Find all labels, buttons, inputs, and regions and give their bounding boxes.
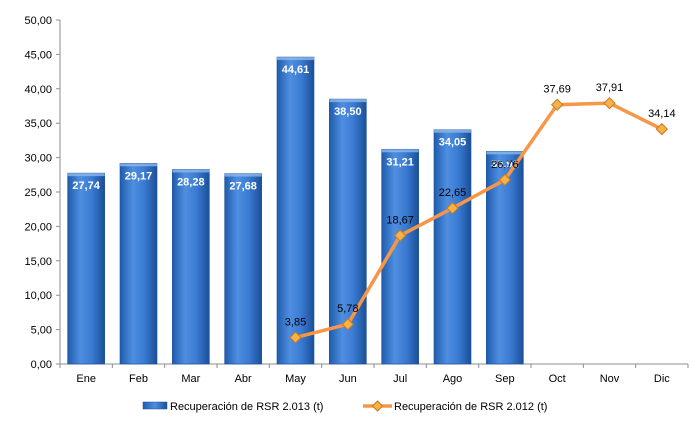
y-tick-label: 35,00: [24, 118, 52, 130]
legend: Recuperación de RSR 2.013 (t) Recuperació…: [142, 400, 547, 413]
y-tick-label: 15,00: [24, 256, 52, 268]
y-tick-label: 30,00: [24, 153, 52, 165]
bar-data-label: 34,05: [439, 137, 467, 149]
bar: [381, 148, 419, 365]
bar-top-highlight: [329, 99, 367, 103]
line-data-label: 37,91: [596, 82, 624, 94]
y-tick-label: 20,00: [24, 221, 52, 233]
legend-bar-label: Recuperación de RSR 2.013 (t): [170, 401, 323, 413]
line-point: [289, 331, 302, 344]
y-tick-label: 25,00: [24, 187, 52, 199]
bar-top-highlight: [67, 173, 105, 177]
x-tick-label: Mar: [181, 373, 200, 385]
line-point: [550, 98, 564, 111]
bar-data-label: 38,50: [334, 106, 362, 118]
x-tick-label: Sep: [495, 373, 515, 385]
bar-top-highlight: [120, 163, 157, 167]
y-tick-label: 10,00: [24, 290, 52, 302]
line-data-label: 22,65: [439, 187, 467, 199]
bar-data-label: 31,21: [386, 156, 414, 168]
x-tick-label: Ene: [76, 373, 96, 385]
line-data-label: 5,78: [337, 303, 358, 315]
bar-top-highlight: [434, 129, 471, 133]
bar-top-highlight: [277, 57, 314, 61]
x-tick-label: Jul: [393, 373, 407, 385]
line-point: [393, 229, 407, 242]
line-data-label: 18,67: [386, 215, 414, 227]
legend-bar-swatch: [142, 401, 168, 410]
bar: [119, 163, 158, 365]
line-point: [498, 173, 512, 187]
line-data-label: 26,76: [491, 159, 519, 171]
bar-data-label: 27,74: [72, 180, 100, 192]
x-tick-label: Oct: [549, 373, 566, 385]
bar-top-highlight: [381, 149, 419, 153]
y-tick-label: 5,00: [31, 325, 52, 337]
y-tick-label: 45,00: [24, 49, 52, 61]
x-tick-label: Abr: [235, 373, 252, 385]
bar: [433, 129, 472, 365]
line-series: [295, 101, 663, 340]
x-tick-label: Feb: [129, 373, 148, 385]
bar: [67, 172, 105, 365]
bar-top-highlight: [486, 151, 524, 155]
x-tick-label: Nov: [600, 373, 620, 385]
line-point: [446, 201, 459, 215]
line-data-label: 37,69: [543, 84, 571, 96]
bar-data-label: 28,28: [177, 176, 205, 188]
bar: [172, 169, 210, 365]
x-tick-label: May: [285, 373, 306, 385]
bar-data-label: 44,61: [282, 64, 310, 76]
line-point: [603, 96, 616, 110]
line-data-label: 34,14: [648, 108, 676, 120]
bar-top-highlight: [172, 169, 210, 173]
plot-area: 0,00 5,00 10,00 15,00 20,00 25,00 30,00 35,00 40…: [24, 15, 689, 385]
x-tick-label: Dic: [654, 373, 670, 385]
bar: [276, 56, 315, 365]
line-point: [655, 122, 669, 136]
legend-line-marker: [371, 400, 384, 412]
y-tick-label: 40,00: [24, 84, 52, 96]
x-tick-label: Ago: [443, 373, 463, 385]
y-tick-label: 0,00: [31, 359, 52, 371]
bar-top-highlight: [224, 173, 262, 177]
line-point: [341, 318, 355, 331]
y-tick-label: 50,00: [24, 15, 52, 27]
x-tick-label: Jun: [339, 373, 357, 385]
bar: [224, 173, 262, 365]
bar-data-label: 29,17: [125, 170, 153, 182]
bar-data-label: 27,68: [229, 181, 257, 193]
line-data-label: 3,85: [285, 317, 306, 329]
legend-line-label: Recuperación de RSR 2.012 (t): [394, 401, 547, 413]
